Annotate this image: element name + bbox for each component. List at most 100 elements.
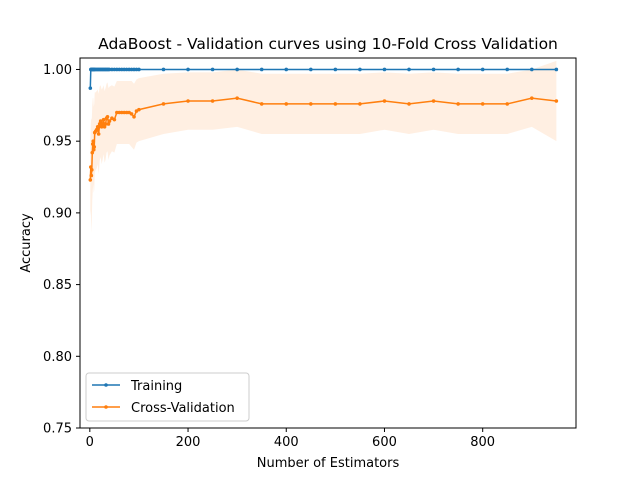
cross-validation-point bbox=[102, 125, 107, 129]
y-tick-label: 0.80 bbox=[43, 350, 72, 365]
training-point bbox=[480, 67, 485, 72]
cross-validation-point bbox=[101, 117, 106, 122]
cross-validation-point bbox=[407, 102, 411, 106]
legend-marker-cross-validation bbox=[104, 405, 108, 409]
cross-validation-point bbox=[284, 102, 289, 106]
y-tick-label: 0.90 bbox=[43, 206, 72, 221]
training-point bbox=[235, 67, 239, 72]
training-point bbox=[333, 67, 338, 72]
legend-box bbox=[85, 372, 250, 422]
cross-validation-point bbox=[530, 96, 534, 100]
cross-validation-point bbox=[89, 173, 94, 178]
plot-frame bbox=[79, 57, 577, 429]
training-point bbox=[115, 67, 119, 72]
cross-validation-point bbox=[554, 99, 559, 103]
training-point bbox=[259, 67, 264, 72]
cross-validation-point bbox=[456, 102, 460, 106]
cross-validation-point bbox=[119, 110, 124, 115]
cross-validation-point bbox=[505, 102, 510, 106]
cross-validation-point bbox=[96, 132, 101, 136]
y-tick-label: 0.95 bbox=[43, 135, 72, 150]
training-point bbox=[119, 67, 124, 72]
cross-validation-point bbox=[99, 125, 104, 129]
training-point bbox=[382, 67, 387, 72]
training-point bbox=[210, 67, 215, 72]
cross-validation-point bbox=[91, 147, 96, 152]
training-point bbox=[124, 67, 129, 72]
cross-validation-point bbox=[98, 119, 103, 123]
cross-validation-point bbox=[309, 102, 313, 106]
cross-validation-point bbox=[103, 122, 108, 126]
x-axis-label: Number of Estimators bbox=[257, 456, 400, 471]
cross-validation-point bbox=[235, 96, 239, 100]
cross-validation-line bbox=[89, 97, 557, 180]
cross-validation-point bbox=[90, 150, 95, 155]
cross-validation-point bbox=[91, 139, 96, 143]
cross-validation-point bbox=[132, 115, 136, 119]
legend-label-training: Training bbox=[130, 379, 182, 394]
x-tick-label: 0 bbox=[86, 435, 94, 450]
plot-area bbox=[88, 60, 559, 233]
cross-validation-point bbox=[107, 119, 112, 123]
training-point bbox=[132, 67, 136, 72]
cross-validation-point bbox=[89, 168, 94, 172]
chart-title: AdaBoost - Validation curves using 10-Fo… bbox=[98, 35, 558, 53]
cross-validation-point bbox=[105, 115, 110, 119]
cross-validation-point bbox=[89, 165, 93, 169]
cross-validation-point bbox=[97, 122, 102, 126]
cross-validation-point bbox=[333, 102, 338, 106]
legend-label-cross-validation: Cross-Validation bbox=[131, 401, 235, 416]
x-tick-label: 200 bbox=[176, 435, 201, 450]
cross-validation-point bbox=[100, 122, 105, 126]
cross-validation-point bbox=[95, 125, 100, 129]
y-tick-label: 0.85 bbox=[43, 278, 72, 293]
cross-validation-point bbox=[480, 102, 485, 106]
cross-validation-band bbox=[90, 60, 557, 233]
training-point bbox=[88, 86, 93, 90]
training-point bbox=[309, 67, 313, 72]
cross-validation-point bbox=[92, 145, 97, 149]
legend: Training Cross-Validation bbox=[85, 372, 250, 422]
cross-validation-point bbox=[137, 107, 141, 112]
x-tick-label: 400 bbox=[274, 435, 299, 450]
cross-validation-point bbox=[161, 102, 166, 106]
cross-validation-point bbox=[431, 99, 436, 103]
training-point bbox=[505, 67, 510, 72]
cross-validation-points bbox=[88, 96, 559, 182]
training-point bbox=[137, 67, 141, 72]
cross-validation-point bbox=[115, 110, 119, 115]
cross-validation-point bbox=[358, 102, 362, 106]
training-point bbox=[110, 67, 114, 72]
y-tick-label: 0.75 bbox=[43, 422, 72, 437]
cross-validation-point bbox=[106, 122, 111, 126]
x-tick-label: 600 bbox=[372, 435, 397, 450]
training-points bbox=[88, 67, 559, 90]
y-axis-label: Accuracy bbox=[19, 213, 34, 273]
training-point bbox=[456, 67, 460, 72]
training-point bbox=[431, 67, 436, 72]
training-point bbox=[186, 67, 190, 72]
training-point bbox=[530, 67, 534, 72]
legend-marker-training bbox=[104, 383, 108, 387]
cross-validation-point bbox=[210, 99, 215, 103]
cross-validation-point bbox=[90, 142, 95, 146]
cross-validation-point bbox=[259, 102, 264, 106]
training-point bbox=[129, 67, 134, 72]
training-point bbox=[358, 67, 362, 72]
y-axis: 0.75 0.80 0.85 0.90 0.95 1.00 bbox=[43, 63, 80, 437]
cross-validation-point bbox=[124, 110, 129, 115]
cross-validation-point bbox=[112, 117, 117, 122]
x-axis: 0 200 400 600 800 bbox=[86, 428, 495, 450]
training-point bbox=[161, 67, 166, 72]
cross-validation-point bbox=[186, 99, 190, 103]
cross-validation-point bbox=[94, 127, 99, 132]
cross-validation-point bbox=[88, 178, 93, 182]
y-tick-label: 1.00 bbox=[43, 63, 72, 78]
training-point bbox=[284, 67, 289, 72]
cross-validation-point bbox=[382, 99, 387, 103]
training-point bbox=[407, 67, 411, 72]
cross-validation-point bbox=[129, 112, 134, 116]
training-point bbox=[554, 67, 559, 72]
x-tick-label: 800 bbox=[470, 435, 495, 450]
